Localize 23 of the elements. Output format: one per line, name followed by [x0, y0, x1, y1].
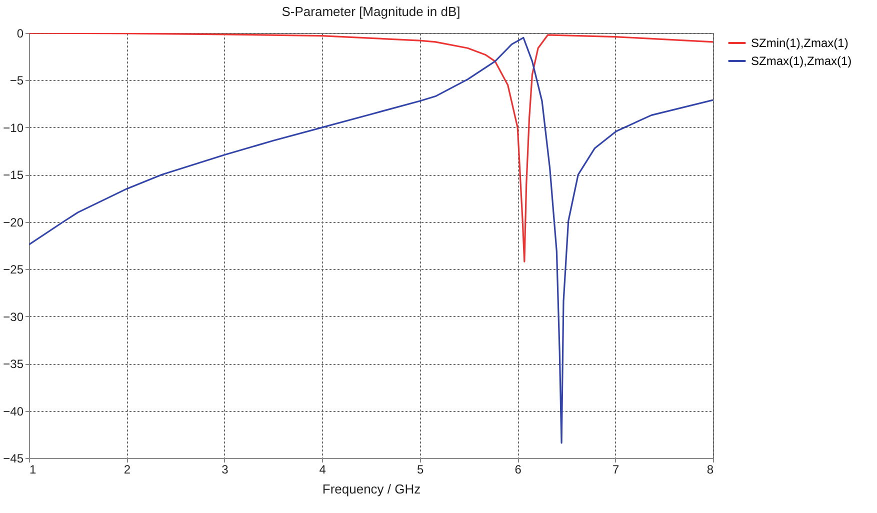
y-tick-label: −35: [3, 357, 24, 372]
legend-label: SZmax(1),Zmax(1): [751, 54, 852, 68]
chart-title: S-Parameter [Magnitude in dB]: [282, 4, 460, 19]
y-tick-label: −10: [3, 120, 24, 135]
x-tick-label: 5: [417, 462, 424, 476]
x-tick-label: 1: [30, 462, 36, 476]
x-tick-label: 2: [124, 462, 131, 476]
y-tick-label: −20: [3, 215, 24, 230]
legend-label: SZmin(1),Zmax(1): [751, 36, 848, 50]
x-tick-label: 3: [222, 462, 229, 476]
y-tick-label: −25: [3, 262, 24, 277]
y-tick-label: −15: [3, 168, 24, 182]
x-tick-label: 7: [612, 462, 620, 476]
y-tick-label: −5: [10, 74, 24, 88]
y-tick-label: −40: [3, 404, 24, 418]
x-tick-label: 4: [319, 462, 326, 476]
y-tick-label: −45: [3, 452, 24, 466]
x-axis-title: Frequency / GHz: [322, 482, 421, 496]
y-tick-label: −30: [3, 310, 24, 324]
x-tick-label: 6: [514, 462, 522, 476]
line-series: [29, 36, 713, 444]
y-tick-label: 0: [16, 26, 24, 40]
x-tick-label: 8: [706, 462, 714, 476]
